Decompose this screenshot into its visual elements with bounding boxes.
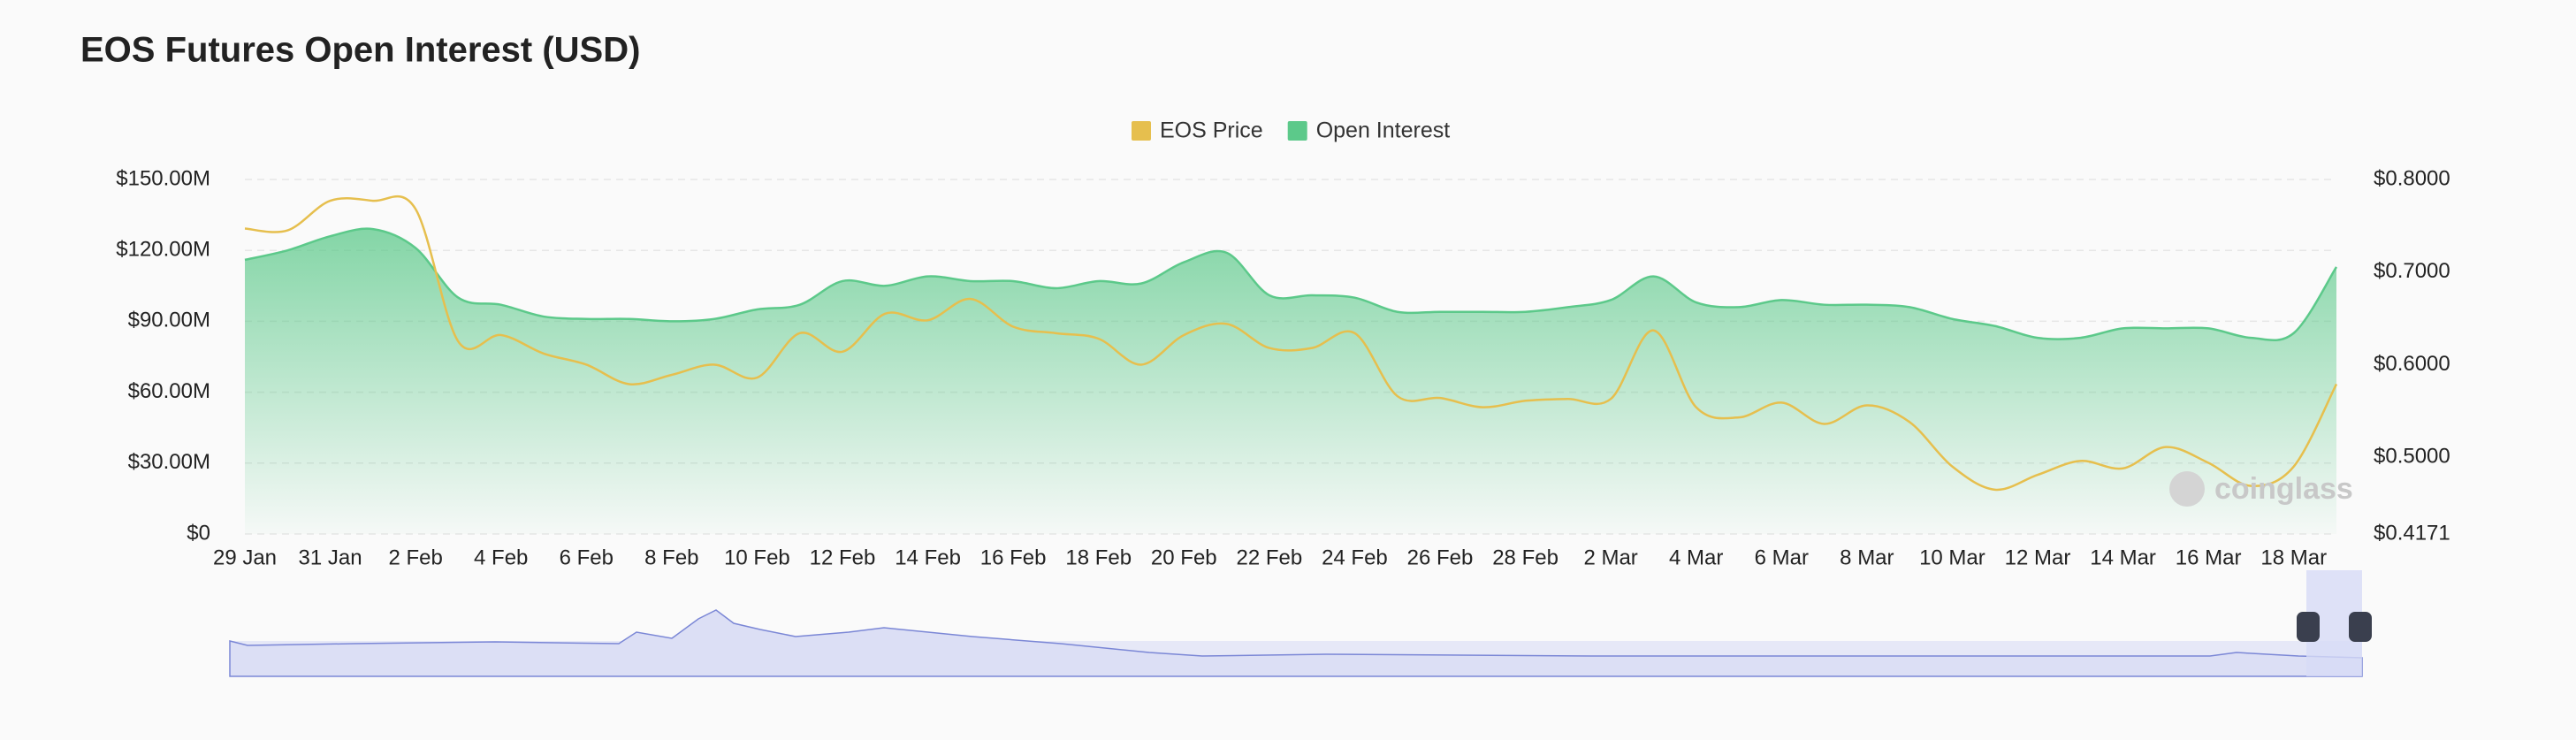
legend-label: EOS Price bbox=[1160, 118, 1263, 143]
x-tick-label: 22 Feb bbox=[1236, 545, 1302, 569]
legend-label: Open Interest bbox=[1316, 118, 1451, 143]
area bbox=[245, 228, 2336, 534]
y2-tick-label: $0.6000 bbox=[2374, 352, 2450, 376]
x-tick-label: 6 Mar bbox=[1755, 545, 1809, 569]
x-tick-label: 2 Feb bbox=[388, 545, 442, 569]
x-tick-label: 14 Mar bbox=[2090, 545, 2156, 569]
legend-swatch bbox=[1287, 121, 1307, 141]
navigator bbox=[229, 570, 2372, 677]
x-tick-label: 4 Feb bbox=[474, 545, 528, 569]
x-tick-label: 4 Mar bbox=[1669, 545, 1723, 569]
x-tick-label: 20 Feb bbox=[1151, 545, 1217, 569]
x-tick-label: 16 Mar bbox=[2176, 545, 2242, 569]
x-tick-label: 2 Mar bbox=[1583, 545, 1637, 569]
x-tick-label: 18 Feb bbox=[1065, 545, 1132, 569]
line bbox=[244, 227, 2338, 342]
line bbox=[244, 195, 2338, 492]
x-tick-label: 12 Mar bbox=[2005, 545, 2071, 569]
x-tick-label: 29 Jan bbox=[213, 545, 277, 569]
y2-tick-label: $0.7000 bbox=[2374, 259, 2450, 283]
y-tick-label: $0 bbox=[187, 521, 210, 545]
x-tick-label: 31 Jan bbox=[299, 545, 362, 569]
x-tick-label: 14 Feb bbox=[895, 545, 961, 569]
y-tick-label: $150.00M bbox=[116, 166, 210, 190]
watermark: coinglass bbox=[2214, 472, 2353, 506]
x-tick-label: 28 Feb bbox=[1492, 545, 1559, 569]
navigator-handle[interactable] bbox=[2349, 612, 2372, 642]
x-tick-label: 26 Feb bbox=[1407, 545, 1474, 569]
chart-title: EOS Futures Open Interest (USD) bbox=[80, 31, 640, 70]
y-tick-label: $120.00M bbox=[116, 238, 210, 262]
x-tick-label: 8 Feb bbox=[644, 545, 698, 569]
x-tick-label: 12 Feb bbox=[810, 545, 876, 569]
watermark-icon bbox=[2169, 471, 2205, 507]
y2-tick-label: $0.8000 bbox=[2374, 166, 2450, 190]
y-tick-label: $60.00M bbox=[128, 379, 210, 403]
y-tick-label: $90.00M bbox=[128, 309, 210, 332]
x-tick-label: 10 Mar bbox=[1919, 545, 1985, 569]
x-tick-label: 18 Mar bbox=[2260, 545, 2327, 569]
x-tick-label: 10 Feb bbox=[724, 545, 790, 569]
navigator-line bbox=[229, 609, 2363, 677]
y2-tick-label: $0.4171 bbox=[2374, 521, 2450, 545]
x-tick-label: 16 Feb bbox=[980, 545, 1047, 569]
navigator-handle[interactable] bbox=[2297, 612, 2320, 642]
y2-tick-label: $0.5000 bbox=[2374, 445, 2450, 469]
x-tick-label: 8 Mar bbox=[1840, 545, 1894, 569]
x-tick-label: 24 Feb bbox=[1322, 545, 1388, 569]
y-tick-label: $30.00M bbox=[128, 450, 210, 474]
legend-swatch bbox=[1132, 121, 1151, 141]
x-tick-label: 6 Feb bbox=[560, 545, 614, 569]
